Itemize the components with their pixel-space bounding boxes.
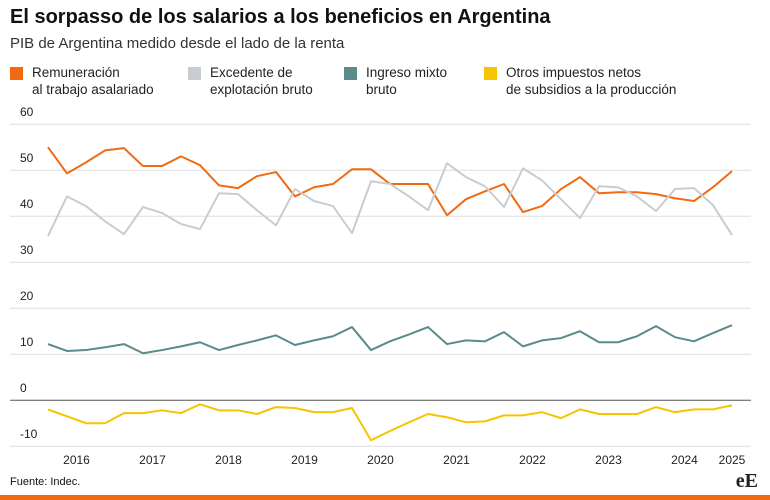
legend-swatch [10, 67, 23, 80]
chart-subtitle: PIB de Argentina medido desde el lado de… [10, 35, 345, 52]
legend-swatch [484, 67, 497, 80]
x-tick-label: 2020 [367, 453, 394, 467]
x-tick-label: 2024 [671, 453, 698, 467]
y-tick-label: 10 [20, 335, 34, 349]
legend-entry: Ingreso mixto bruto [344, 64, 447, 98]
x-tick-label: 2017 [139, 453, 166, 467]
y-tick-label: 20 [20, 289, 34, 303]
legend-entry: Otros impuestos netos de subsidios a la … [484, 64, 676, 98]
y-tick-label: 30 [20, 243, 34, 257]
y-tick-label: 60 [20, 105, 34, 119]
series-line [47, 162, 733, 237]
chart-title: El sorpasso de los salarios a los benefi… [10, 6, 551, 28]
legend-entry: Excedente de explotación bruto [188, 64, 313, 98]
source: Fuente: Indec. [10, 476, 81, 488]
x-tick-label: 2016 [63, 453, 90, 467]
x-tick-label: 2018 [215, 453, 242, 467]
x-tick-label: 2023 [595, 453, 622, 467]
y-tick-label: 0 [20, 381, 27, 395]
x-tick-label: 2025 [719, 453, 746, 467]
x-tick-label: 2019 [291, 453, 318, 467]
x-tick-label: 2022 [519, 453, 546, 467]
y-tick-label: 40 [20, 197, 34, 211]
series-line [47, 146, 733, 217]
logo: eE [735, 470, 758, 492]
legend-entry: Remuneración al trabajo asalariado [10, 64, 154, 98]
y-tick-label: -10 [20, 427, 38, 441]
legend-swatch [344, 67, 357, 80]
legend-label: Excedente de explotación bruto [210, 65, 313, 97]
legend-label: Remuneración al trabajo asalariado [32, 65, 154, 97]
legend-label: Otros impuestos netos de subsidios a la … [506, 65, 677, 97]
legend-swatch [188, 67, 201, 80]
legend-label: Ingreso mixto bruto [366, 65, 448, 97]
y-tick-label: 50 [20, 151, 34, 165]
x-tick-label: 2021 [443, 453, 470, 467]
footer-bar [0, 495, 770, 500]
series-line [47, 403, 733, 442]
series-line [47, 324, 733, 355]
